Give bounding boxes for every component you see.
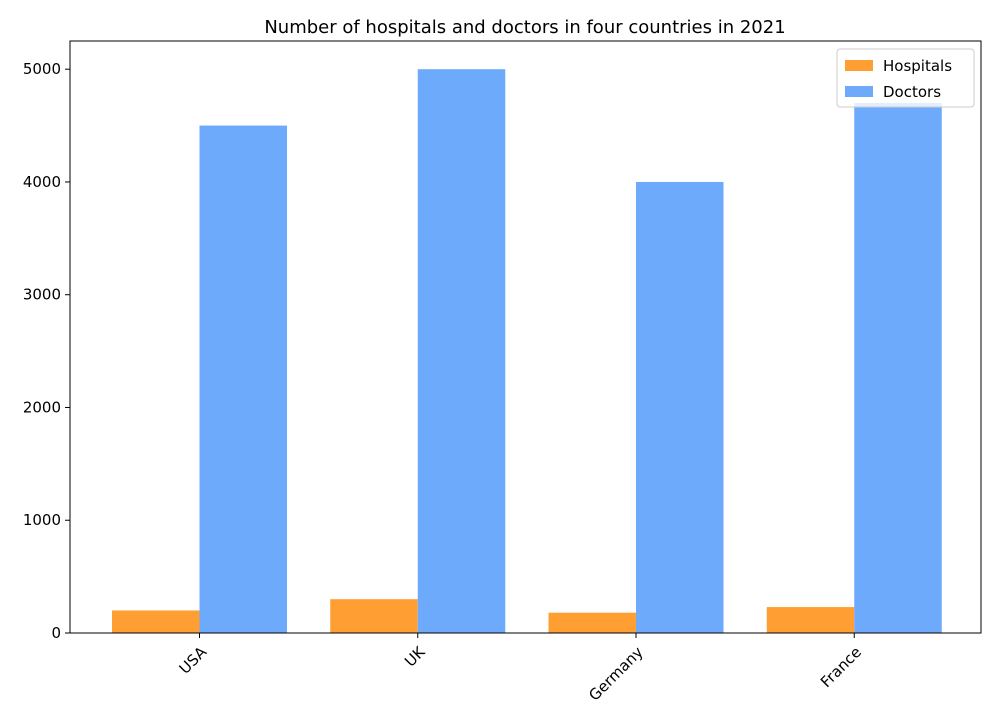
bar-doctors-uk bbox=[417, 69, 506, 633]
chart-title: Number of hospitals and doctors in four … bbox=[264, 17, 785, 38]
bars-layer bbox=[112, 69, 942, 634]
x-tick-label: France bbox=[817, 643, 865, 691]
legend-label-hospitals: Hospitals bbox=[883, 57, 952, 75]
y-tick-label: 0 bbox=[51, 624, 61, 642]
y-tick-label: 4000 bbox=[23, 173, 61, 191]
x-tick-label: USA bbox=[176, 643, 211, 678]
legend: Hospitals Doctors bbox=[836, 48, 975, 108]
bar-hospitals-usa bbox=[112, 610, 200, 633]
x-tick-label: UK bbox=[401, 642, 429, 670]
y-tick-label: 2000 bbox=[23, 398, 61, 416]
bar-doctors-germany bbox=[636, 181, 724, 633]
x-tick-label: Germany bbox=[585, 643, 647, 700]
y-tick-label: 1000 bbox=[23, 511, 61, 529]
bar-hospitals-france bbox=[766, 607, 855, 633]
bar-doctors-usa bbox=[199, 125, 287, 634]
plot-frame bbox=[69, 40, 982, 634]
legend-swatch-doctors bbox=[845, 86, 873, 97]
y-tick-label: 5000 bbox=[23, 60, 61, 78]
bar-doctors-france bbox=[854, 103, 942, 634]
legend-label-doctors: Doctors bbox=[883, 83, 941, 101]
y-tick-label: 3000 bbox=[23, 286, 61, 304]
bar-hospitals-germany bbox=[548, 612, 636, 633]
bar-hospitals-uk bbox=[330, 599, 418, 633]
legend-swatch-hospitals bbox=[845, 60, 873, 71]
